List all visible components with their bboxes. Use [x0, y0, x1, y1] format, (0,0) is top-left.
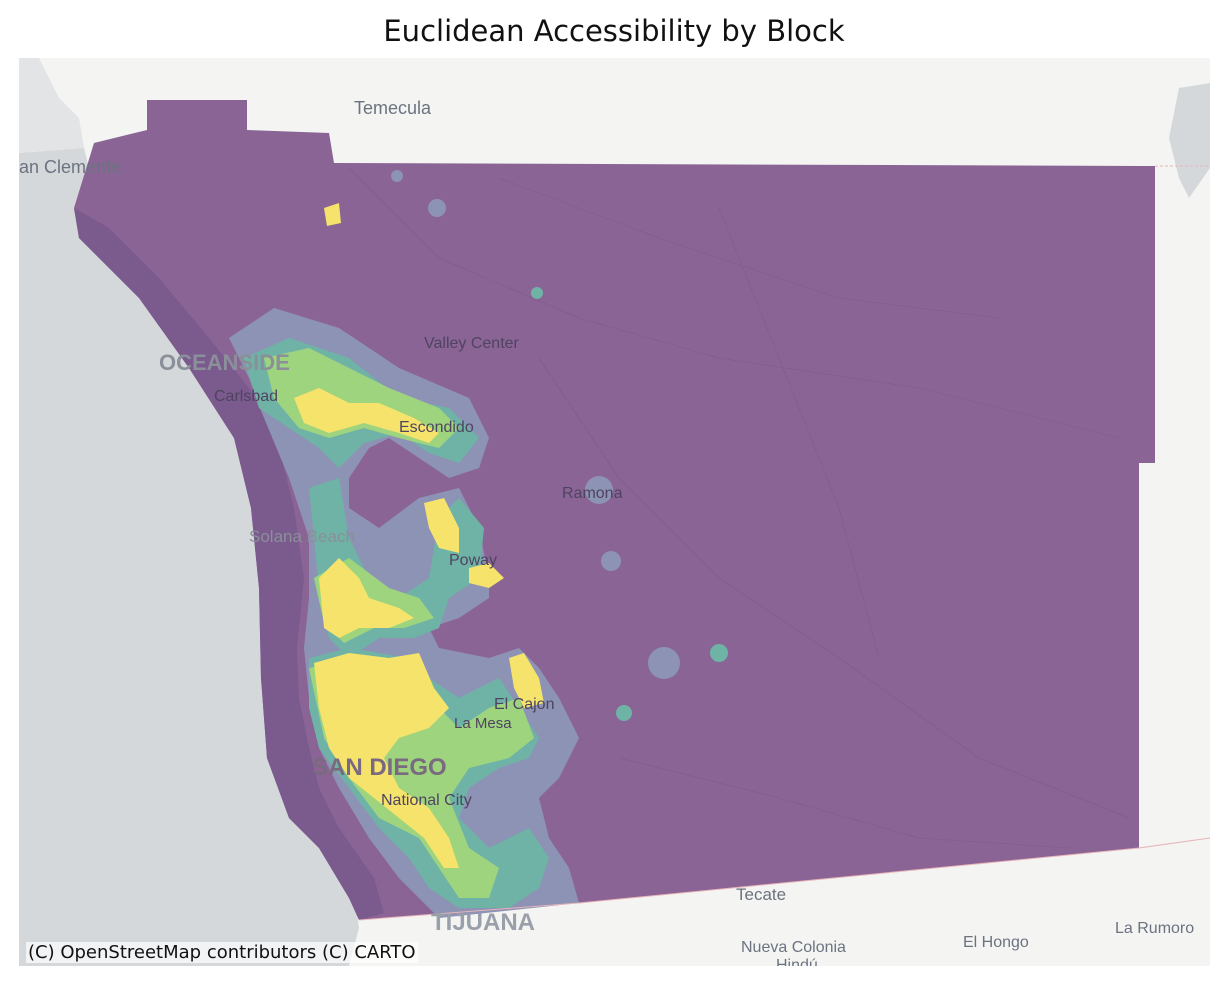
label-poway: Poway — [449, 552, 497, 569]
high-zone-poway — [469, 563, 504, 588]
blob-ramona — [585, 476, 613, 504]
blob-north-1 — [428, 199, 446, 217]
blob-east-2 — [648, 647, 680, 679]
blob-east-1 — [601, 551, 621, 571]
label-el-hongo: El Hongo — [963, 934, 1029, 951]
label-el-cajon: El Cajon — [494, 696, 554, 713]
high-zone-elcajon — [509, 653, 544, 708]
high-zone-sandiego — [314, 653, 459, 868]
coast-strip — [74, 208, 384, 920]
map-canvas[interactable]: Temecula an Clemente OCEANSIDE Carlsbad … — [19, 58, 1210, 966]
label-san-diego: SAN DIEGO — [312, 754, 447, 781]
label-valley-center: Valley Center — [424, 335, 520, 352]
label-ramona: Ramona — [562, 485, 623, 502]
map-attribution: (C) OpenStreetMap contributors (C) CARTO — [26, 942, 418, 963]
blob-north-3 — [391, 170, 403, 182]
label-carlsbad: Carlsbad — [214, 388, 278, 405]
label-tecate: Tecate — [736, 885, 786, 904]
label-escondido: Escondido — [399, 419, 474, 436]
high-zone-blob-north — [324, 203, 341, 226]
road-lines — [348, 167, 1130, 849]
border-line — [358, 837, 1210, 921]
label-nueva-colonia: Nueva Colonia — [741, 939, 846, 956]
high-zone-escondido — [424, 498, 459, 553]
high-zone-coast — [319, 558, 414, 638]
ocean-north — [19, 58, 84, 153]
label-national-city: National City — [381, 792, 472, 809]
label-temecula: Temecula — [354, 98, 432, 118]
label-la-mesa: La Mesa — [454, 715, 512, 732]
map-title: Euclidean Accessibility by Block — [383, 14, 845, 48]
label-la-rumorosa: La Rumoro — [1115, 920, 1194, 937]
label-san-clemente: an Clemente — [19, 157, 121, 177]
label-hindu: Hindú — [776, 957, 818, 966]
lake-shape — [1169, 83, 1210, 198]
blob-north-2 — [531, 287, 543, 299]
high-zone-carlsbad — [294, 388, 439, 443]
blob-east-4 — [616, 705, 632, 721]
label-tijuana: TIJUANA — [431, 909, 535, 936]
label-oceanside: OCEANSIDE — [159, 350, 290, 375]
label-solana-beach: Solana Beach — [249, 527, 355, 546]
map-svg: Temecula an Clemente OCEANSIDE Carlsbad … — [19, 58, 1210, 966]
blob-east-3 — [710, 644, 728, 662]
